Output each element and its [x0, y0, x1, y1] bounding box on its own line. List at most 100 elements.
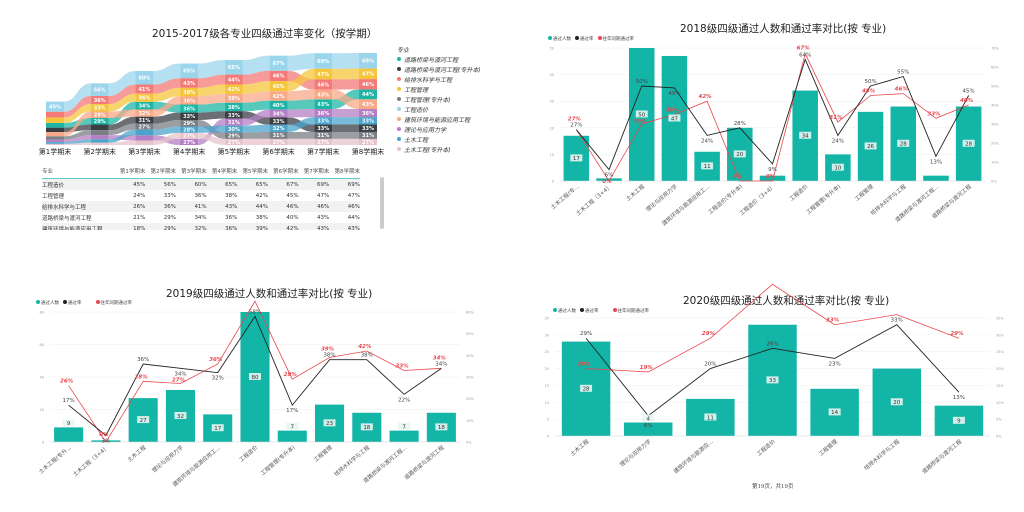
bar-value-label: 17: [573, 156, 580, 162]
data-table[interactable]: 专业 第1学期末 第2学期末 第3学期末 第4学期末 第5学期末 第6学期末 第7学期末 第8学…: [40, 163, 385, 230]
column-header[interactable]: 第4学期末: [206, 165, 238, 179]
legend-item[interactable]: 道路桥梁与渡河工程(专升本): [397, 64, 481, 74]
prev-rate-label: 67%: [797, 46, 811, 52]
legend-item[interactable]: 工程管理: [397, 84, 481, 94]
ribbon-band: [242, 131, 270, 139]
ribbon-value-label: 32%: [273, 126, 285, 132]
table-cell: 工程造价: [42, 178, 115, 190]
rate-label: 3%: [102, 439, 111, 445]
ribbon-segment: [90, 118, 109, 125]
ribbon-value-label: 27%: [183, 134, 195, 140]
y-tick-label: 0: [547, 435, 549, 439]
ribbon-value-label: 36%: [138, 96, 150, 102]
ribbon-band: [108, 140, 136, 145]
ribbon-value-label: 31%: [228, 120, 240, 126]
column-header[interactable]: 第5学期末: [237, 165, 268, 179]
rate-label: 6%: [605, 173, 614, 179]
bar-value-label: 18: [363, 425, 370, 431]
legend-marker: [397, 117, 401, 121]
bar-value-label-group: 28: [962, 139, 975, 148]
rate-label: 24%: [832, 138, 844, 144]
table-cell: 29%: [145, 223, 177, 230]
prev-rate-label: 19%: [640, 365, 654, 371]
prev-rate-label: 39%: [321, 347, 335, 353]
bar-label-bg: [137, 416, 150, 424]
legend-item[interactable]: 道路桥梁与渡河工程: [397, 54, 481, 64]
ribbon-band: [332, 79, 359, 90]
column-header[interactable]: 第7学期末: [298, 165, 330, 179]
bar-value-label: 32: [177, 414, 184, 420]
ribbon-value-label: 33%: [228, 113, 240, 119]
table-row: 建筑环境与能源应用工程 18% 29% 32% 36% 39% 42% 43% 43%: [42, 223, 360, 230]
ribbon-segment: [224, 132, 243, 139]
column-header[interactable]: 第8学期末: [329, 165, 360, 179]
ribbon-value-label: 29%: [94, 119, 106, 125]
legend-marker: [397, 107, 401, 111]
bar-label-bg: [211, 424, 224, 432]
legend-item[interactable]: 工程造价: [397, 104, 481, 114]
bar-value-label-group: 80: [249, 373, 261, 381]
bar-label-bg: [360, 423, 373, 431]
legend-count: 通过人数: [548, 36, 571, 42]
table-cell: 38%: [225, 192, 238, 199]
ribbon-segment: [135, 70, 154, 85]
prev-rate-label: 42%: [358, 344, 372, 350]
ribbon-segment: [46, 127, 64, 133]
legend-item[interactable]: 给排水科学与工程: [397, 74, 481, 84]
column-header[interactable]: 第1学期末: [114, 165, 146, 179]
table-cell: 38%: [255, 214, 268, 221]
rate-label: 58%: [249, 309, 261, 315]
column-header[interactable]: 第3学期末: [176, 165, 207, 179]
ribbon-value-label: 47%: [362, 72, 374, 78]
bar-value-label-group: 23: [323, 419, 336, 427]
bar-value-label: 28: [965, 142, 972, 148]
ribbon-value-label: 46%: [273, 74, 285, 80]
table-scrollbar[interactable]: [380, 177, 384, 229]
bar-value-label: 23: [326, 421, 333, 427]
period-label: 第4学期末: [173, 147, 205, 156]
legend-label: 工程管理(专升本): [404, 96, 451, 104]
table-cell: 43%: [317, 214, 330, 221]
bar-value-label-group: 26: [864, 142, 877, 150]
y2-tick-label: 20%: [991, 142, 999, 146]
column-header[interactable]: 第2学期末: [145, 165, 177, 179]
table-cell: 21%: [133, 214, 146, 221]
y2-tick-label: 50%: [466, 332, 474, 336]
bar-value-label: 11: [707, 415, 714, 421]
column-header[interactable]: 第6学期末: [267, 165, 299, 179]
legend-label: 土木工程: [404, 136, 429, 144]
ribbon-value-label: 33%: [317, 119, 329, 125]
table-cell: 29%: [163, 214, 177, 221]
legend-prev: 往年同期通过率: [95, 300, 132, 306]
ribbon-segment: [359, 89, 377, 100]
ribbon-band: [108, 93, 136, 112]
legend-item[interactable]: 理论与应用力学: [397, 124, 481, 134]
rate-label: 13%: [953, 395, 965, 401]
ribbon-band: [153, 132, 181, 145]
column-header[interactable]: 专业: [42, 165, 115, 179]
legend-item[interactable]: 建筑环境与能源应用工程: [397, 114, 481, 124]
prev-rate-label: 34%: [433, 355, 447, 361]
bar: [91, 440, 121, 442]
bar-label-bg: [398, 422, 411, 430]
rate-line: [575, 58, 970, 171]
ribbon-band: [242, 91, 270, 103]
ribbon-band: [198, 125, 225, 133]
legend-item[interactable]: 土木工程(专升本): [397, 144, 481, 154]
ribbon-band: [108, 123, 136, 136]
ribbon-band: [242, 100, 270, 112]
ribbon-value-label: 40%: [273, 103, 285, 109]
rate-label: 26%: [766, 341, 778, 347]
prev-rate-label: 36%: [209, 357, 223, 363]
ribbon-segment: [314, 99, 333, 109]
legend-item[interactable]: 工程管理(专升本): [397, 94, 481, 104]
bar-value-label: 17: [214, 426, 221, 432]
rate-label: 33%: [891, 318, 903, 324]
legend-item[interactable]: 土木工程: [397, 134, 481, 144]
ribbon-band: [287, 53, 315, 71]
bar: [277, 430, 307, 442]
rate-label: 38%: [323, 353, 335, 359]
prev-rate-label: 29%: [950, 331, 964, 337]
rate-label: 20%: [704, 362, 716, 368]
